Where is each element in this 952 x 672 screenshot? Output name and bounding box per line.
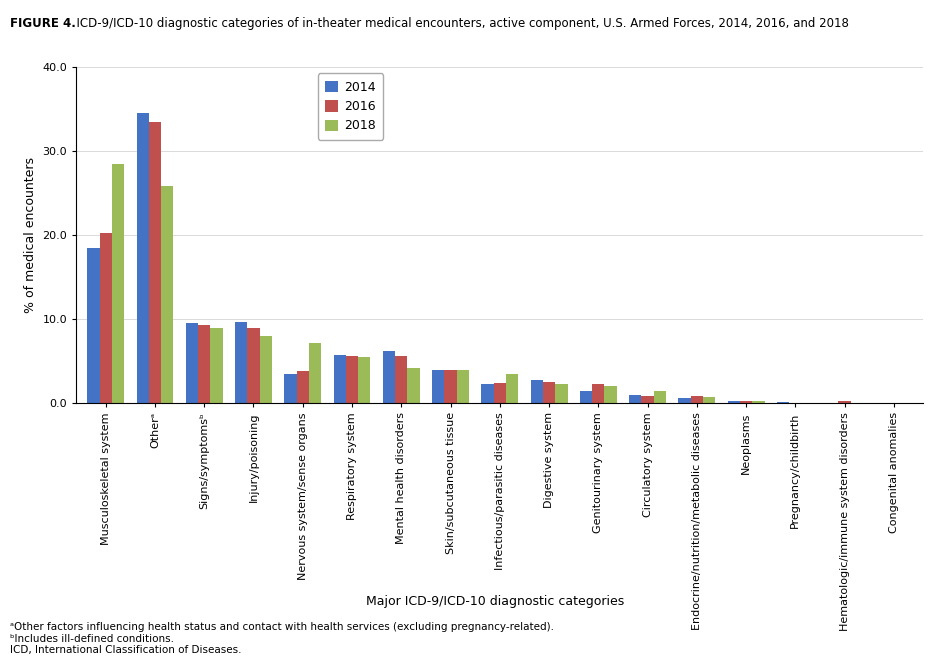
Bar: [445, 370, 457, 403]
Text: ᵃOther factors influencing health status and contact with health services (exclu: ᵃOther factors influencing health status…: [10, 622, 553, 632]
Bar: [592, 384, 605, 403]
Bar: [297, 371, 308, 403]
Bar: [494, 383, 506, 403]
Bar: [605, 386, 617, 403]
Bar: [285, 374, 297, 403]
Bar: [752, 401, 764, 403]
Bar: [679, 398, 691, 403]
Bar: [482, 384, 494, 403]
Bar: [308, 343, 321, 403]
Bar: [161, 186, 173, 403]
Bar: [112, 164, 124, 403]
Bar: [555, 384, 567, 403]
Bar: [248, 327, 260, 403]
Bar: [395, 356, 407, 403]
Text: Major ICD-9/ICD-10 diagnostic categories: Major ICD-9/ICD-10 diagnostic categories: [366, 595, 625, 607]
Bar: [346, 356, 358, 403]
Bar: [136, 114, 149, 403]
Bar: [740, 401, 752, 403]
Bar: [210, 327, 223, 403]
Y-axis label: % of medical encounters: % of medical encounters: [24, 157, 37, 313]
Bar: [506, 374, 518, 403]
Bar: [260, 336, 272, 403]
Bar: [839, 401, 851, 403]
Bar: [186, 323, 198, 403]
Bar: [654, 391, 666, 403]
Bar: [88, 248, 100, 403]
Bar: [642, 396, 654, 403]
Bar: [407, 368, 420, 403]
Bar: [457, 370, 469, 403]
Bar: [100, 233, 112, 403]
Bar: [530, 380, 543, 403]
Bar: [703, 397, 715, 403]
Text: FIGURE 4.: FIGURE 4.: [10, 17, 75, 30]
Text: ICD-9/ICD-10 diagnostic categories of in-theater medical encounters, active comp: ICD-9/ICD-10 diagnostic categories of in…: [69, 17, 848, 30]
Bar: [432, 370, 445, 403]
Bar: [727, 401, 740, 403]
Bar: [149, 122, 161, 403]
Bar: [333, 355, 346, 403]
Text: ICD, International Classification of Diseases.: ICD, International Classification of Dis…: [10, 645, 241, 655]
Bar: [580, 390, 592, 403]
Bar: [198, 325, 210, 403]
Bar: [629, 395, 642, 403]
Bar: [383, 351, 395, 403]
Bar: [235, 322, 248, 403]
Bar: [358, 357, 370, 403]
Legend: 2014, 2016, 2018: 2014, 2016, 2018: [318, 73, 384, 140]
Bar: [543, 382, 555, 403]
Bar: [691, 396, 703, 403]
Text: ᵇIncludes ill-defined conditions.: ᵇIncludes ill-defined conditions.: [10, 634, 173, 644]
